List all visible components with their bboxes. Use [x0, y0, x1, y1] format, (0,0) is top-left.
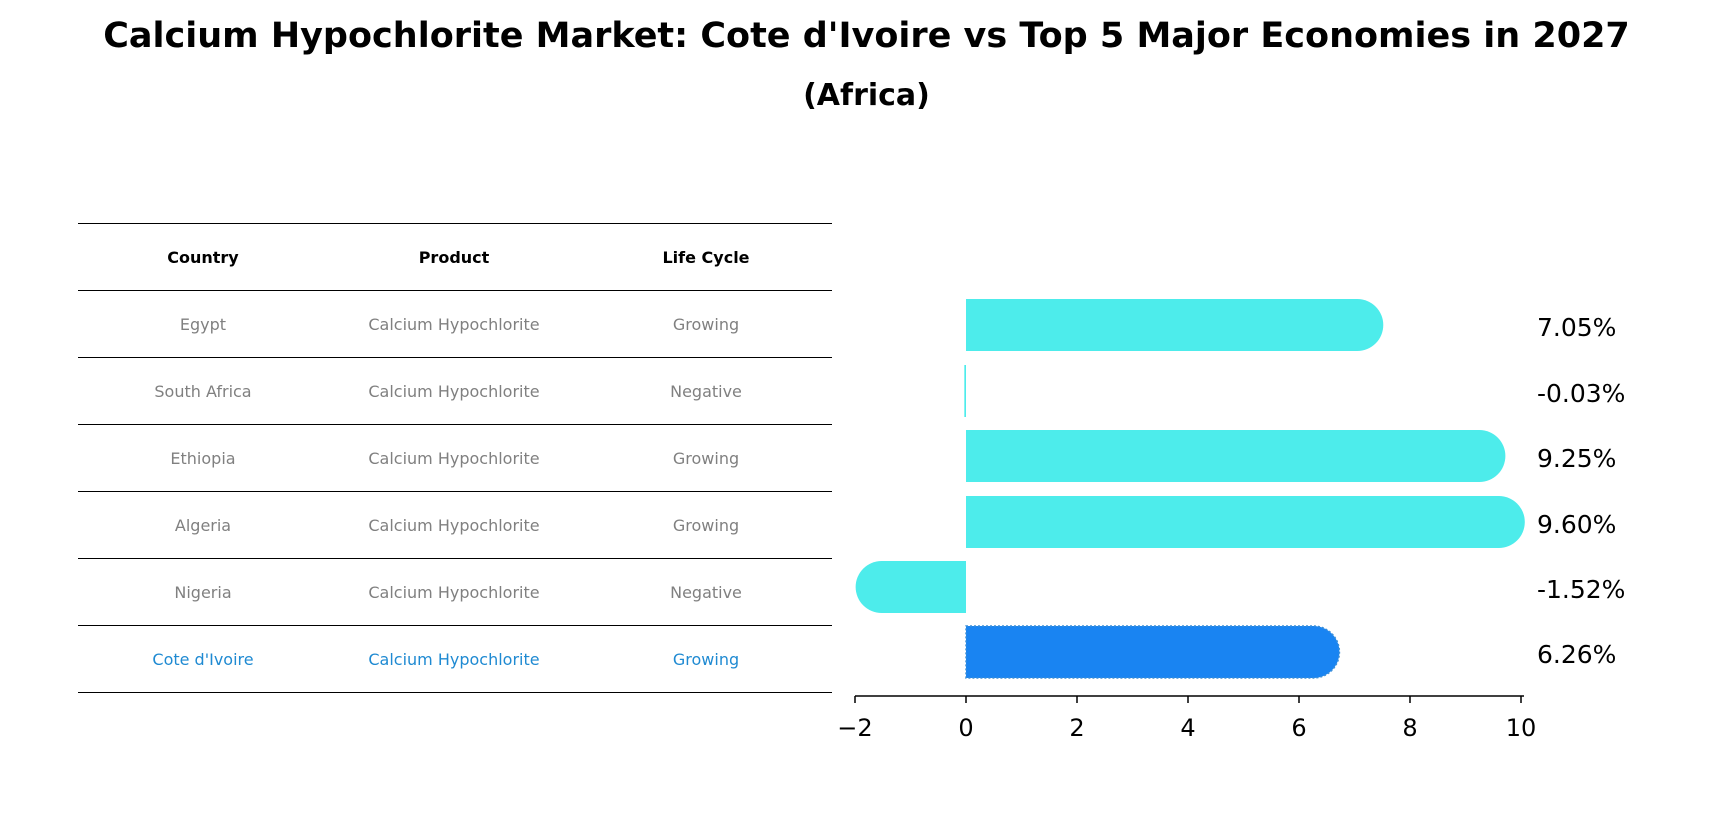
cell-life-cycle: Growing	[672, 649, 740, 669]
cell-life-cycle: Growing	[672, 448, 740, 468]
cell-product: Calcium Hypochlorite	[368, 649, 540, 669]
cell-country: Ethiopia	[170, 448, 236, 468]
table-row: South Africa Calcium Hypochlorite Negati…	[78, 358, 832, 425]
x-tick-label: 10	[1506, 714, 1537, 742]
cell-country: Nigeria	[174, 582, 232, 602]
bar	[965, 625, 1341, 679]
header-product: Product	[418, 247, 490, 267]
cell-product: Calcium Hypochlorite	[368, 515, 540, 535]
chart-title: Calcium Hypochlorite Market: Cote d'Ivoi…	[103, 16, 1630, 56]
cell-product: Calcium Hypochlorite	[368, 582, 540, 602]
bar	[966, 496, 1525, 548]
value-label: 7.05%	[1537, 313, 1616, 342]
table-header-row: Country Product Life Cycle	[78, 223, 832, 291]
table-row: Ethiopia Calcium Hypochlorite Growing	[78, 425, 832, 492]
cell-country: Egypt	[179, 314, 227, 334]
value-label: -1.52%	[1537, 575, 1625, 604]
cell-life-cycle: Negative	[670, 381, 742, 401]
cell-life-cycle: Growing	[672, 314, 740, 334]
bar	[966, 430, 1506, 482]
table-row: Egypt Calcium Hypochlorite Growing	[78, 291, 832, 358]
x-tick-label: 0	[958, 714, 973, 742]
x-tick-label: 6	[1291, 714, 1306, 742]
table-row: Nigeria Calcium Hypochlorite Negative	[78, 559, 832, 626]
bar	[964, 365, 966, 417]
cell-product: Calcium Hypochlorite	[368, 381, 540, 401]
cell-country: Cote d'Ivoire	[152, 649, 254, 669]
header-life-cycle: Life Cycle	[662, 247, 750, 267]
country-table: Country Product Life Cycle Egypt Calcium…	[78, 223, 832, 693]
bar	[966, 299, 1384, 351]
x-tick-label: 4	[1180, 714, 1195, 742]
cell-country: South Africa	[154, 381, 252, 401]
cell-product: Calcium Hypochlorite	[368, 314, 540, 334]
header-country: Country	[167, 247, 239, 267]
cell-country: Algeria	[174, 515, 232, 535]
cell-life-cycle: Negative	[670, 582, 742, 602]
value-label: 9.25%	[1537, 444, 1616, 473]
x-tick-label: −2	[837, 714, 872, 742]
table-row: Algeria Calcium Hypochlorite Growing	[78, 492, 832, 559]
cell-life-cycle: Growing	[672, 515, 740, 535]
value-label: 9.60%	[1537, 510, 1616, 539]
bar	[855, 561, 966, 613]
cell-product: Calcium Hypochlorite	[368, 448, 540, 468]
value-label: -0.03%	[1537, 379, 1625, 408]
chart-subtitle: (Africa)	[803, 78, 930, 113]
x-tick-label: 8	[1402, 714, 1417, 742]
x-tick-label: 2	[1069, 714, 1084, 742]
table-row-highlight: Cote d'Ivoire Calcium Hypochlorite Growi…	[78, 626, 832, 693]
value-label: 6.26%	[1537, 640, 1616, 669]
